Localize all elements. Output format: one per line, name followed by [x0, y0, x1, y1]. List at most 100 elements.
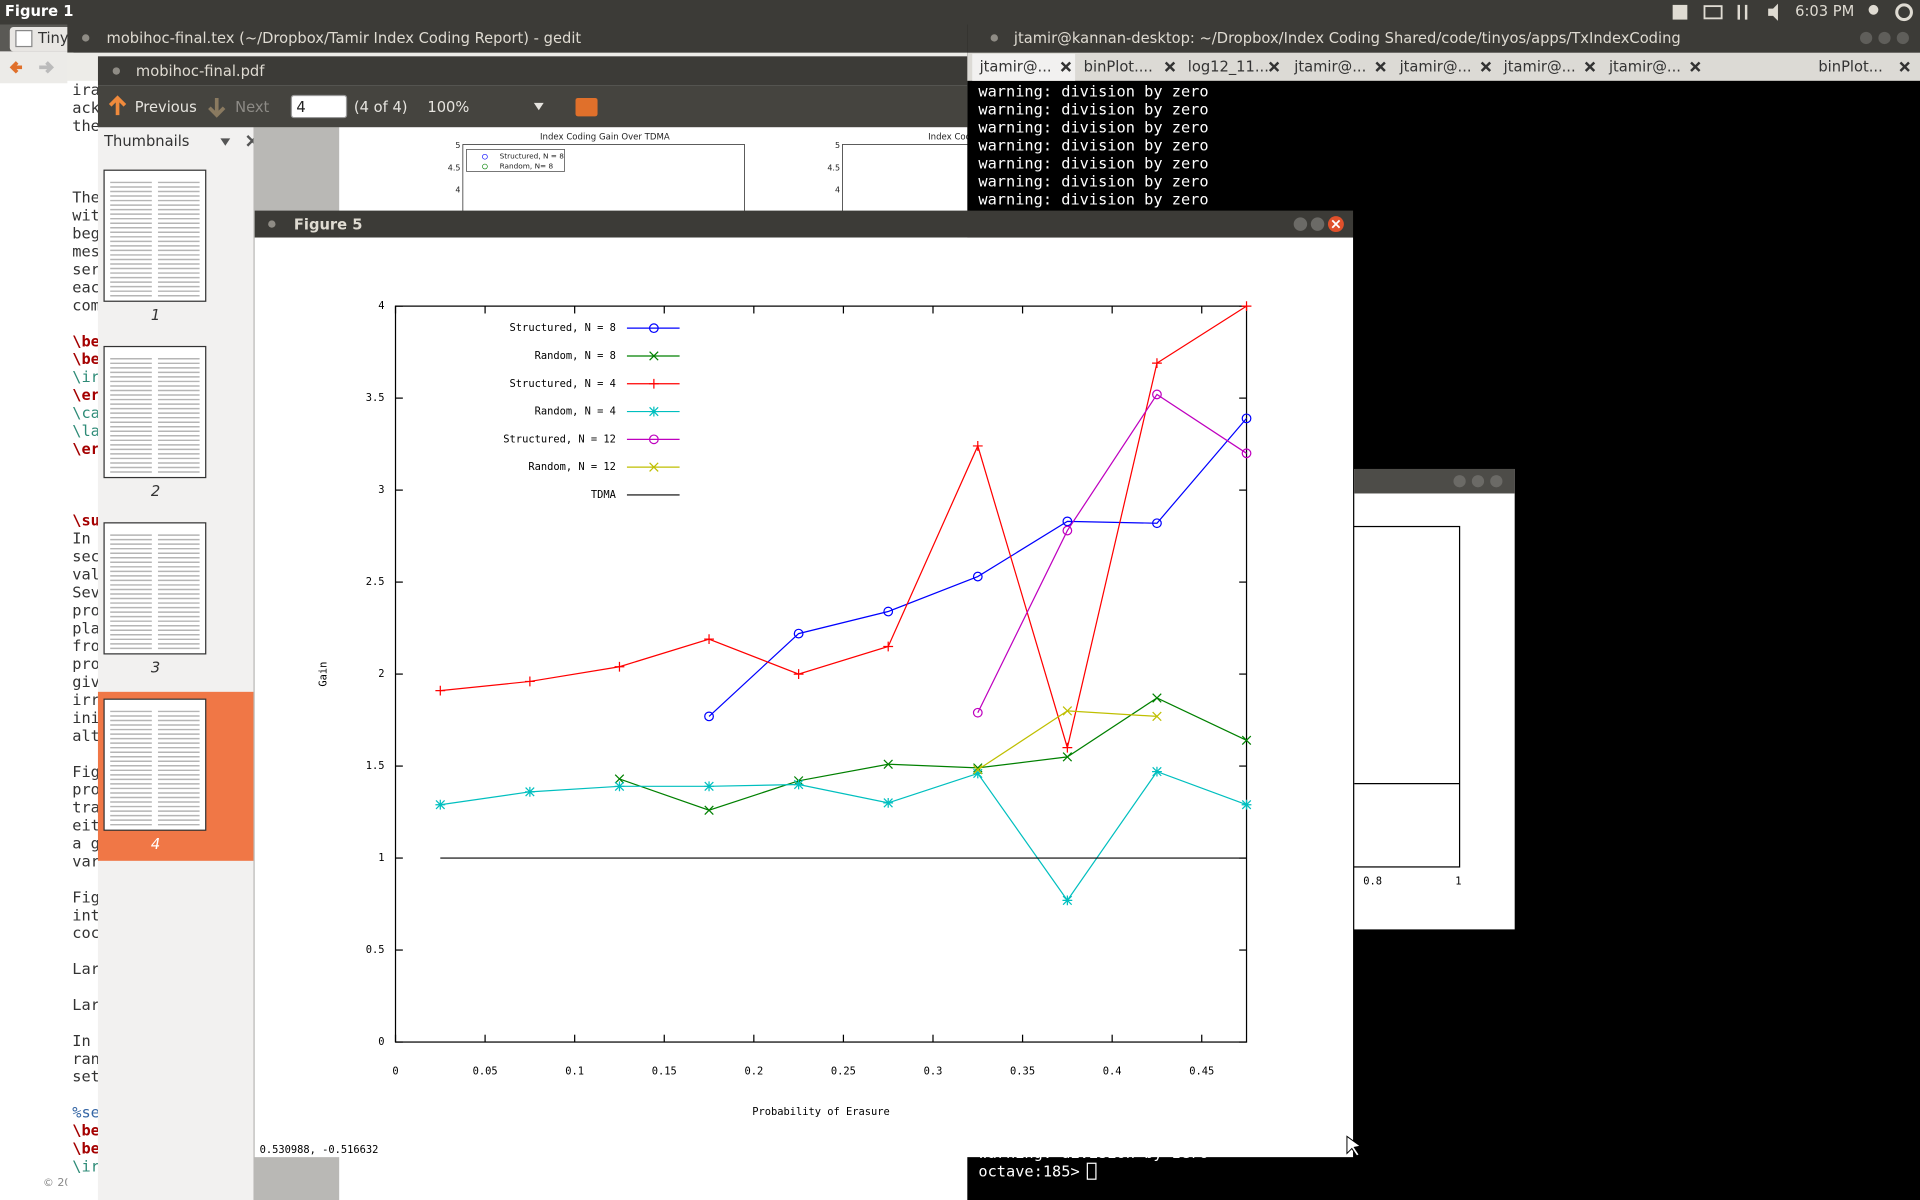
zoom-dropdown-arrow[interactable]: [533, 102, 544, 111]
series-line: [440, 305, 1247, 751]
code-line: set: [72, 1068, 100, 1086]
y-tick-label: 3.5: [366, 392, 385, 404]
legend-marker: [648, 434, 659, 445]
x-tick-label: 0.4: [1103, 1065, 1122, 1077]
user-icon[interactable]: [1868, 4, 1879, 15]
tab-close[interactable]: [1060, 61, 1072, 72]
browser-footer: © 20: [43, 1176, 72, 1189]
terminal-tab[interactable]: binPlot....: [1084, 58, 1153, 75]
code-line: ira: [72, 81, 100, 99]
tab-close[interactable]: [1164, 61, 1176, 72]
code-line: ini: [72, 709, 100, 727]
sidebar-dropdown[interactable]: [220, 138, 231, 146]
legend-label: Structured, N = 12: [503, 433, 616, 445]
zoom-combo[interactable]: 100%: [427, 99, 469, 116]
y-tick-label: 0: [378, 1036, 384, 1048]
tab-close[interactable]: [1899, 61, 1910, 72]
pdf-y-tick-label: 5: [455, 141, 460, 150]
terminal-tab[interactable]: binPlot...: [1818, 58, 1882, 75]
forward-button[interactable]: [39, 61, 55, 74]
minimize-button[interactable]: [1453, 475, 1466, 488]
sound-icon[interactable]: [1768, 3, 1778, 21]
close-button[interactable]: [1490, 475, 1503, 488]
pdf-y-tick-label: 5: [835, 141, 840, 150]
back-button[interactable]: [9, 61, 23, 74]
tab-close[interactable]: [1690, 61, 1701, 72]
code-line: pro: [72, 601, 100, 619]
previous-button[interactable]: Previous: [135, 99, 197, 116]
data-marker: [883, 606, 894, 617]
legend-label: Random, N = 12: [528, 461, 616, 473]
pdf-chart-title: Index Cod: [928, 133, 971, 143]
session-icon[interactable]: [1895, 3, 1913, 22]
tab-close[interactable]: [1268, 61, 1280, 72]
terminal-tab[interactable]: jtamir@...: [1399, 58, 1472, 75]
close-button[interactable]: [1896, 31, 1909, 45]
maximize-button[interactable]: [1471, 475, 1485, 488]
code-line: pro: [72, 655, 100, 673]
minimize-button[interactable]: [1860, 31, 1873, 45]
minimize-button[interactable]: [1293, 217, 1308, 231]
terminal-tab[interactable]: log12_11...: [1188, 58, 1269, 75]
data-marker: [1152, 711, 1162, 722]
data-marker: [614, 774, 625, 784]
terminal-tab[interactable]: jtamir@...: [979, 58, 1052, 75]
x-tick-label: 1: [1455, 876, 1461, 888]
figure-titlebar: [254, 210, 1354, 238]
data-marker: [883, 797, 894, 808]
thumbnails: 1 2 3 4: [103, 169, 207, 853]
legend-label: Random, N = 4: [535, 406, 616, 418]
maximize-button[interactable]: [1878, 31, 1891, 45]
open-folder-button[interactable]: [575, 97, 598, 117]
legend-label: Structured, N = 4: [510, 378, 616, 390]
thumbnail-label: 1: [151, 307, 160, 324]
x-tick-label: 0.8: [1363, 876, 1382, 888]
data-marker: [1152, 358, 1162, 369]
tab-close[interactable]: [1375, 61, 1386, 72]
thumbnail-label: 4: [151, 836, 160, 853]
window-body: [1354, 468, 1515, 930]
maximize-button[interactable]: [1310, 217, 1325, 231]
page-entry[interactable]: [290, 94, 348, 119]
code-line: eac: [72, 278, 100, 296]
series-line: [977, 393, 1247, 713]
gedit-title: mobihoc-final.tex (~/Dropbox/Tamir Index…: [107, 30, 582, 47]
code-line: pla: [72, 619, 100, 637]
y-tick-label: 0.5: [366, 944, 385, 956]
next-button[interactable]: Next: [235, 99, 269, 116]
panel-clock[interactable]: 6:03 PM: [1795, 3, 1854, 20]
code-line: Fig: [72, 888, 100, 906]
terminal-tab[interactable]: jtamir@...: [1608, 58, 1681, 75]
data-marker: [1241, 448, 1252, 459]
terminal-tab[interactable]: jtamir@...: [1503, 58, 1576, 75]
terminal-tabs: jtamir@... binPlot.... log12_11... jtamir@.…: [972, 53, 1910, 81]
code-line: Lar: [72, 960, 100, 978]
pdf-legend-box: [466, 149, 565, 172]
terminal-prompt: octave:185>: [978, 1162, 1079, 1180]
data-marker: [1152, 389, 1162, 400]
data-marker: [524, 786, 535, 797]
network-icon[interactable]: [1737, 4, 1748, 20]
pdf-y-tick-label: 4.5: [827, 163, 840, 172]
legend-marker: [648, 378, 659, 389]
sidebar: [97, 127, 254, 1200]
dropbox-icon[interactable]: [1672, 4, 1688, 20]
code-line: \er: [72, 386, 100, 404]
terminal-tab[interactable]: jtamir@...: [1293, 58, 1366, 75]
x-tick-label: 0.1: [565, 1065, 584, 1077]
code-line: val: [72, 565, 100, 583]
terminal-cursor: [1086, 1162, 1097, 1180]
code-line: a g: [72, 835, 100, 853]
code-line: \ir: [72, 1157, 100, 1175]
data-marker: [883, 641, 894, 652]
figure-window: Figure 5 0.530988, -0.516632 0 0.05 0.1 0.1…: [254, 210, 1354, 1158]
tab-close[interactable]: [1480, 61, 1492, 72]
code-line: Lar: [72, 996, 100, 1014]
tab-close[interactable]: [1584, 61, 1596, 72]
data-marker: [1152, 766, 1162, 777]
x-tick-label: 0.3: [924, 1065, 943, 1077]
window-titlebar: [1354, 468, 1515, 494]
code-line: beg: [72, 225, 100, 243]
code-line: giv: [72, 673, 100, 691]
mail-icon[interactable]: [1703, 5, 1723, 20]
